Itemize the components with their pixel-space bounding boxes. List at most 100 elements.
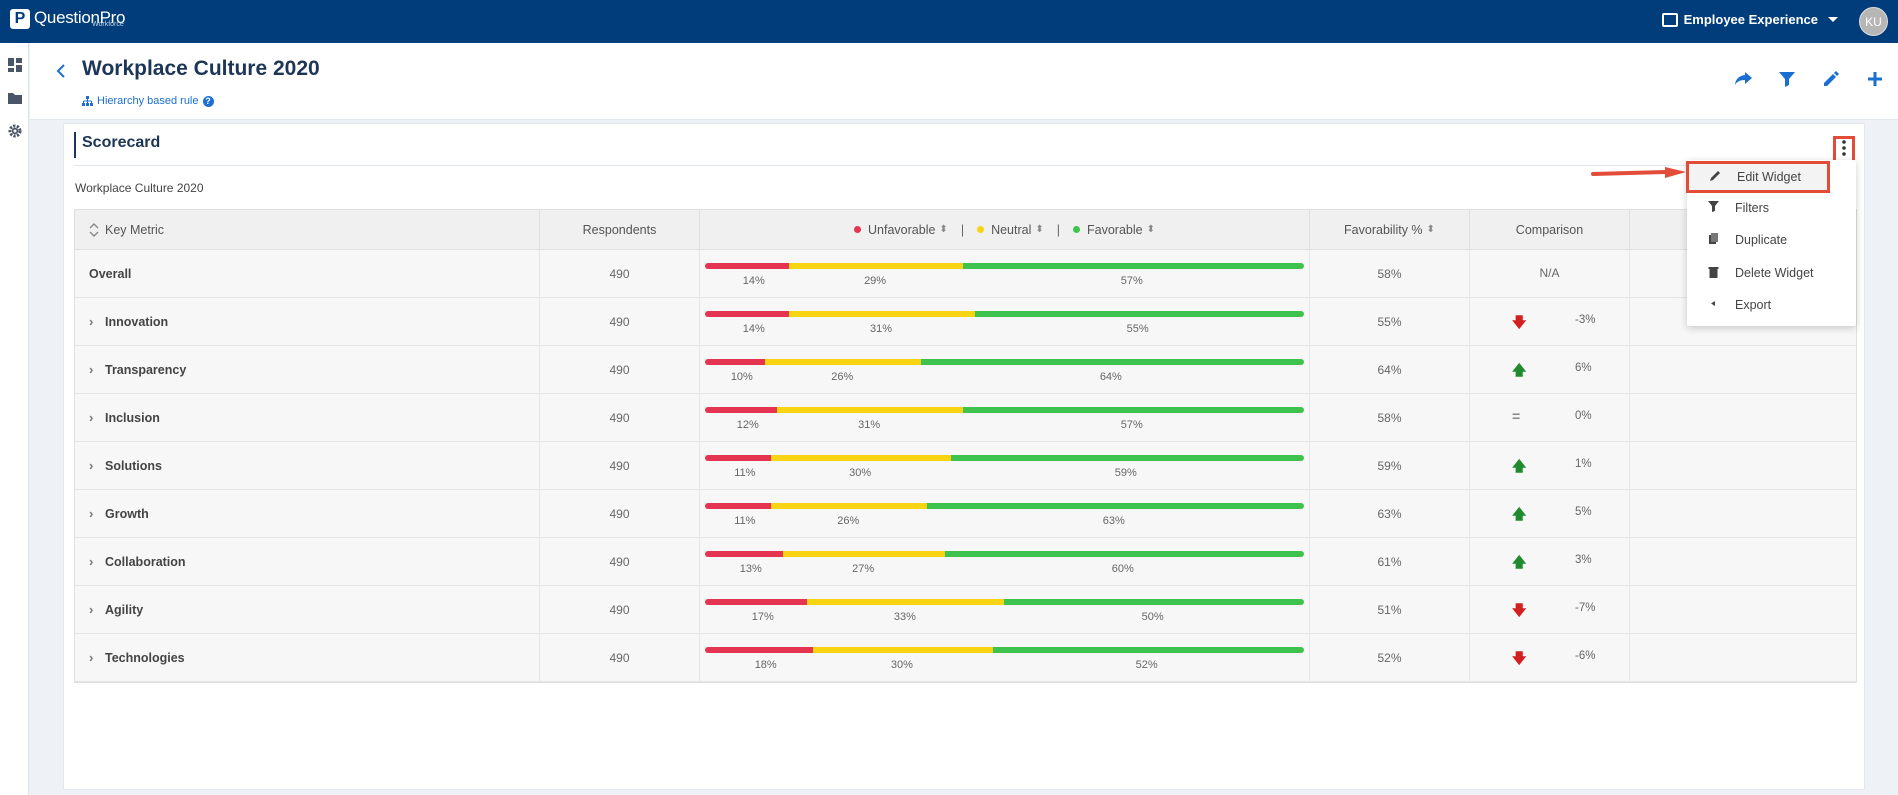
chevron-right-icon[interactable]: › — [89, 602, 94, 617]
page-header: Workplace Culture 2020 Hierarchy based r… — [30, 43, 1898, 120]
metric-name: Solutions — [105, 458, 162, 473]
menu-item-delete-widget[interactable]: Delete Widget — [1687, 258, 1856, 288]
settings-icon[interactable] — [7, 123, 23, 139]
table-row[interactable]: › Technologies 490 18% 30% 52% 52% 🡇 -6% — [75, 634, 1856, 682]
trend-down-icon: 🡇 — [1512, 602, 1527, 618]
label-unfavorable: 10% — [730, 371, 753, 383]
comparison-value: -3% — [1575, 314, 1596, 326]
header-distribution: Unfavorable ⬍ | Neutral ⬍ | Favorable ⬍ — [700, 210, 1310, 249]
distribution-bar — [705, 263, 1304, 269]
label-neutral: 29% — [864, 275, 887, 287]
header-favorability[interactable]: Favorability % ⬍ — [1310, 210, 1470, 249]
chevron-right-icon[interactable]: › — [89, 314, 94, 329]
bar-neutral — [788, 263, 963, 269]
legend-unfavorable[interactable]: Unfavorable ⬍ — [854, 223, 948, 237]
cell-comparison: 🡅 6% — [1470, 346, 1630, 393]
back-arrow-icon[interactable] — [54, 60, 68, 87]
chevron-right-icon[interactable]: › — [89, 650, 94, 665]
table-row[interactable]: › Inclusion 490 12% 31% 57% 58% = 0% — [75, 394, 1856, 442]
product-switcher[interactable]: Employee Experience — [1661, 12, 1838, 27]
widget-title: Scorecard — [74, 132, 160, 158]
bar-unfavorable — [705, 263, 789, 269]
menu-item-export[interactable]: Export — [1687, 290, 1856, 320]
cell-comparison: 🡇 -3% — [1470, 298, 1630, 345]
legend-favorable-label: Favorable — [1087, 222, 1143, 237]
user-avatar[interactable]: KU — [1859, 7, 1888, 36]
distribution-bar — [705, 359, 1304, 365]
callout-arrow — [1591, 167, 1686, 178]
legend-neutral-label: Neutral — [991, 222, 1032, 237]
metric-name: Overall — [89, 266, 132, 281]
bar-unfavorable — [705, 551, 783, 557]
legend-favorable[interactable]: Favorable ⬍ — [1073, 223, 1155, 237]
left-sidebar — [0, 43, 29, 795]
header-key-metric[interactable]: Key Metric — [75, 210, 540, 249]
cell-favorability: 58% — [1310, 250, 1470, 297]
hierarchy-rule-label: Hierarchy based rule — [97, 95, 199, 107]
menu-item-duplicate[interactable]: Duplicate — [1687, 225, 1856, 255]
respondents-value: 490 — [609, 362, 630, 377]
menu-item-label: Duplicate — [1735, 233, 1788, 247]
label-unfavorable: 11% — [734, 515, 756, 527]
legend-neutral[interactable]: Neutral ⬍ — [977, 223, 1044, 237]
hierarchy-rule-link[interactable]: Hierarchy based rule ? — [82, 95, 214, 107]
metric-name: Agility — [105, 602, 144, 617]
chevron-right-icon[interactable]: › — [89, 554, 94, 569]
favorability-value: 55% — [1377, 314, 1402, 329]
comparison-value: 3% — [1575, 554, 1592, 566]
table-row[interactable]: › Collaboration 490 13% 27% 60% 61% 🡅 3% — [75, 538, 1856, 586]
cell-favorability: 59% — [1310, 442, 1470, 489]
chevron-right-icon[interactable]: › — [89, 458, 94, 473]
filter-icon[interactable] — [1776, 69, 1798, 91]
favorability-value: 58% — [1377, 410, 1402, 425]
distribution-bar — [705, 551, 1304, 557]
respondents-value: 490 — [609, 314, 630, 329]
help-icon[interactable]: ? — [202, 95, 214, 107]
metric-name: Collaboration — [105, 554, 186, 569]
favorability-value: 52% — [1377, 650, 1402, 665]
menu-item-label: Edit Widget — [1737, 170, 1801, 184]
table-row[interactable]: › Innovation 490 14% 31% 55% 55% 🡇 -3% — [75, 298, 1856, 346]
menu-item-filters[interactable]: Filters — [1687, 193, 1856, 223]
table-row[interactable]: › Solutions 490 11% 30% 59% 59% 🡅 1% — [75, 442, 1856, 490]
favorability-value: 58% — [1377, 266, 1402, 281]
add-icon[interactable] — [1864, 69, 1886, 91]
menu-item-label: Export — [1735, 298, 1772, 312]
label-favorable: 57% — [1120, 275, 1143, 287]
bar-neutral — [806, 599, 1005, 605]
menu-item-edit-widget[interactable]: Edit Widget — [1686, 161, 1830, 193]
widget-context-menu: Edit Widget Filters Duplicate Delete Wid… — [1686, 160, 1856, 326]
chevron-right-icon[interactable]: › — [89, 410, 94, 425]
distribution-bar — [705, 311, 1304, 317]
questionpro-logo[interactable]: P QuestionPro — [10, 9, 126, 29]
cell-respondents: 490 — [540, 586, 700, 633]
table-row[interactable]: › Growth 490 11% 26% 63% 63% 🡅 5% — [75, 490, 1856, 538]
table-row[interactable]: › Transparency 490 10% 26% 64% 64% 🡅 6% — [75, 346, 1856, 394]
legend-unfavorable-label: Unfavorable — [868, 222, 936, 237]
label-unfavorable: 13% — [739, 563, 762, 575]
respondents-value: 490 — [609, 602, 630, 617]
chevron-right-icon[interactable]: › — [89, 506, 94, 521]
employee-experience-icon — [1661, 12, 1678, 27]
chevron-right-icon[interactable]: › — [89, 362, 94, 377]
cell-key-metric: › Inclusion — [75, 394, 540, 441]
label-neutral: 33% — [893, 611, 916, 623]
metric-name: Technologies — [105, 650, 185, 665]
label-unfavorable: 14% — [742, 323, 765, 335]
label-favorable: 64% — [1099, 371, 1122, 383]
cell-respondents: 490 — [540, 394, 700, 441]
top-navigation-bar: P QuestionPro Workforce Employee Experie… — [0, 0, 1898, 43]
unfavorable-dot — [854, 226, 862, 233]
header-comparison[interactable]: Comparison — [1470, 210, 1630, 249]
table-row[interactable]: › Agility 490 17% 33% 50% 51% 🡇 -7% — [75, 586, 1856, 634]
header-respondents[interactable]: Respondents — [540, 210, 700, 249]
edit-icon[interactable] — [1820, 69, 1842, 91]
cell-filler — [1630, 442, 1856, 489]
share-icon[interactable] — [1732, 69, 1754, 91]
folder-icon[interactable] — [7, 90, 23, 106]
bar-neutral — [782, 551, 945, 557]
dashboard-icon[interactable] — [7, 57, 23, 73]
header-respondents-label: Respondents — [582, 222, 657, 237]
copy-icon — [1705, 232, 1721, 248]
cell-filler — [1630, 346, 1856, 393]
